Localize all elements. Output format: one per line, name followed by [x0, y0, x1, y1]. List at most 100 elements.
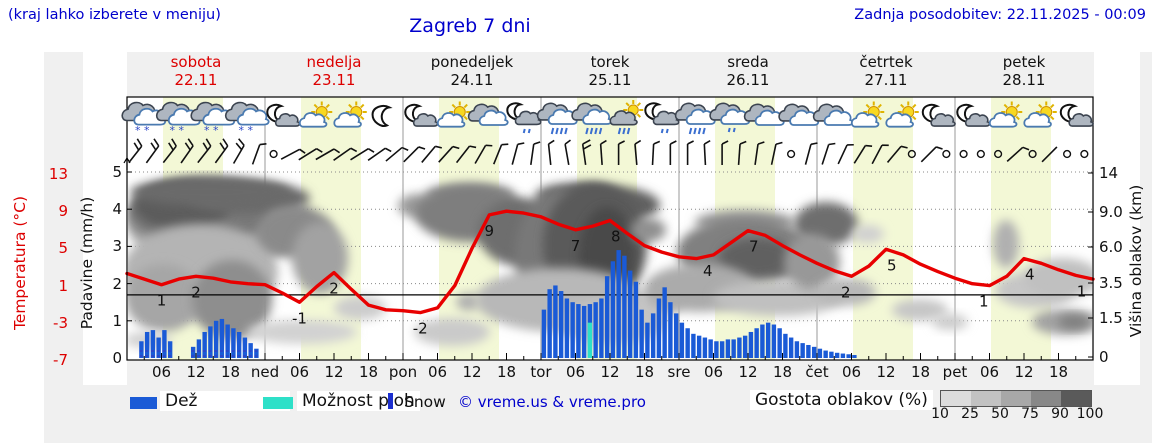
cloud-height-axis-tick: 9.0 [1099, 203, 1123, 221]
x-axis-hour-label: 12 [738, 363, 758, 381]
x-axis-hour-label: 12 [600, 363, 620, 381]
menu-hint-note: (kraj lahko izberete v meniju) [8, 7, 221, 23]
svg-text:* *: * * [170, 124, 185, 137]
day-name-torek: torek [590, 53, 630, 71]
wind-barb-icon [651, 140, 661, 166]
temperature-line [125, 209, 1095, 315]
weather-icon-sun-cloud [436, 101, 471, 128]
precip-bars [139, 250, 857, 358]
svg-text:* *: * * [239, 124, 254, 137]
wind-barb-icon [920, 146, 943, 163]
svg-text:* *: * * [204, 124, 219, 137]
precip-axis-tick: 4 [112, 200, 122, 219]
wind-barb-icon [754, 141, 765, 166]
last-update-label: Zadnja posodobitev: 22.11.2025 - 00:09 [854, 7, 1146, 23]
wind-barb-icon [474, 144, 493, 164]
wind-barb-icon [530, 141, 541, 166]
wind-barb-icon [886, 145, 908, 163]
wind-calm-icon [269, 149, 278, 159]
wind-calm-icon [1028, 149, 1037, 159]
wind-barb-icon [804, 142, 818, 165]
x-axis-hour-label: 06 [565, 363, 586, 381]
temperature-point-labels: 1 2 -1 2 -2 9 7 8 4 7 2 5 1 1 4 [157, 222, 1087, 338]
density-segment [1031, 391, 1061, 406]
weather-icon-moon-cloud [404, 103, 439, 127]
day-name-sobota: sobota [170, 53, 222, 71]
weather-icon-moon-cloud [1059, 103, 1094, 127]
svg-text:9: 9 [484, 222, 494, 240]
density-tick-label: 75 [1021, 406, 1039, 422]
shower-legend-swatch [263, 397, 293, 409]
copyright-link[interactable]: © vreme.us & vreme.pro [458, 393, 646, 411]
wind-calm-icon [1080, 149, 1089, 159]
density-segment [1001, 391, 1031, 406]
day-date: 24.11 [450, 71, 494, 89]
weather-icon-sun-cloud [1023, 101, 1057, 128]
shower-bar [587, 322, 593, 358]
day-date: 26.11 [726, 71, 770, 89]
wind-barb-icon [438, 145, 460, 163]
wind-calm-icon [907, 149, 916, 159]
weather-icon-moon-cloud [266, 103, 301, 127]
temperature-axis-tick: 5 [58, 239, 68, 258]
svg-text:4: 4 [1025, 266, 1035, 284]
wind-barb-icon [721, 140, 729, 165]
x-axis-hour-label: 12 [186, 363, 206, 381]
wind-barb-icon [511, 142, 525, 165]
precip-axis-tick: 1 [112, 311, 122, 330]
svg-text:1: 1 [979, 293, 989, 311]
wind-calm-icon [959, 149, 968, 159]
x-axis-hour-label: 06 [289, 363, 310, 381]
shower-legend-label: Možnost ploh [297, 391, 420, 411]
wind-barb-icon [333, 147, 358, 161]
snow-legend-label: Snow [404, 393, 446, 411]
x-axis-hour-label: 06 [979, 363, 1000, 381]
header-background [0, 0, 1152, 52]
wind-barb-icon [837, 143, 854, 165]
day-date: 28.11 [1002, 71, 1046, 89]
weather-icons-row: * * * * * * * * [121, 100, 1094, 137]
snow-markers [139, 350, 258, 357]
wind-barb-icon [821, 142, 836, 165]
weather-icon-moon-cloud-rain [644, 102, 680, 134]
weather-icon-cloud [743, 103, 785, 126]
wind-barb-icon [1006, 146, 1030, 162]
cloud-height-axis-tick: 14 [1099, 164, 1119, 182]
x-axis-hour-label: 12 [876, 363, 896, 381]
day-name-četrtek: četrtek [859, 53, 913, 71]
weather-icon-cloud-rain [674, 102, 716, 135]
density-tick-label: 10 [931, 406, 949, 422]
svg-text:7: 7 [749, 238, 759, 256]
cloud-height-axis-tick: 1.5 [1099, 309, 1123, 327]
svg-text:1: 1 [1077, 282, 1087, 300]
x-axis-hour-label: 12 [1014, 363, 1034, 381]
temperature-axis-tick: -7 [53, 351, 68, 369]
wind-barb-icon [385, 146, 409, 162]
density-segment [941, 391, 971, 406]
svg-text:7: 7 [571, 237, 581, 255]
x-axis-hour-label: 06 [841, 363, 862, 381]
left-margin-strip [0, 52, 44, 443]
day-date: 25.11 [588, 71, 632, 89]
day-name-petek: petek [1002, 53, 1046, 71]
wind-barb-icon [214, 138, 229, 164]
wind-barb-icon [350, 148, 375, 161]
day-name-ponedeljek: ponedeljek [430, 53, 514, 71]
density-tick-label: 25 [961, 406, 979, 422]
weather-icon-sun-cloud [298, 101, 333, 128]
day-date: 23.11 [312, 71, 356, 89]
wind-barb-icon [564, 139, 571, 165]
wind-barb-icon [145, 138, 160, 164]
day-date: 27.11 [864, 71, 908, 89]
left-margin-strip-2 [83, 52, 127, 385]
weather-icon-cloud-snow: * * [190, 101, 236, 137]
cloud-height-axis-tick: 0 [1099, 348, 1109, 366]
wind-barb-icon [197, 138, 212, 164]
wind-calm-icon [786, 149, 796, 159]
x-axis-hour-label: 12 [462, 363, 482, 381]
x-axis-hour-label: 06 [427, 363, 448, 381]
weather-icon-cloud [812, 103, 854, 126]
x-axis-hour-label: 18 [910, 363, 931, 381]
